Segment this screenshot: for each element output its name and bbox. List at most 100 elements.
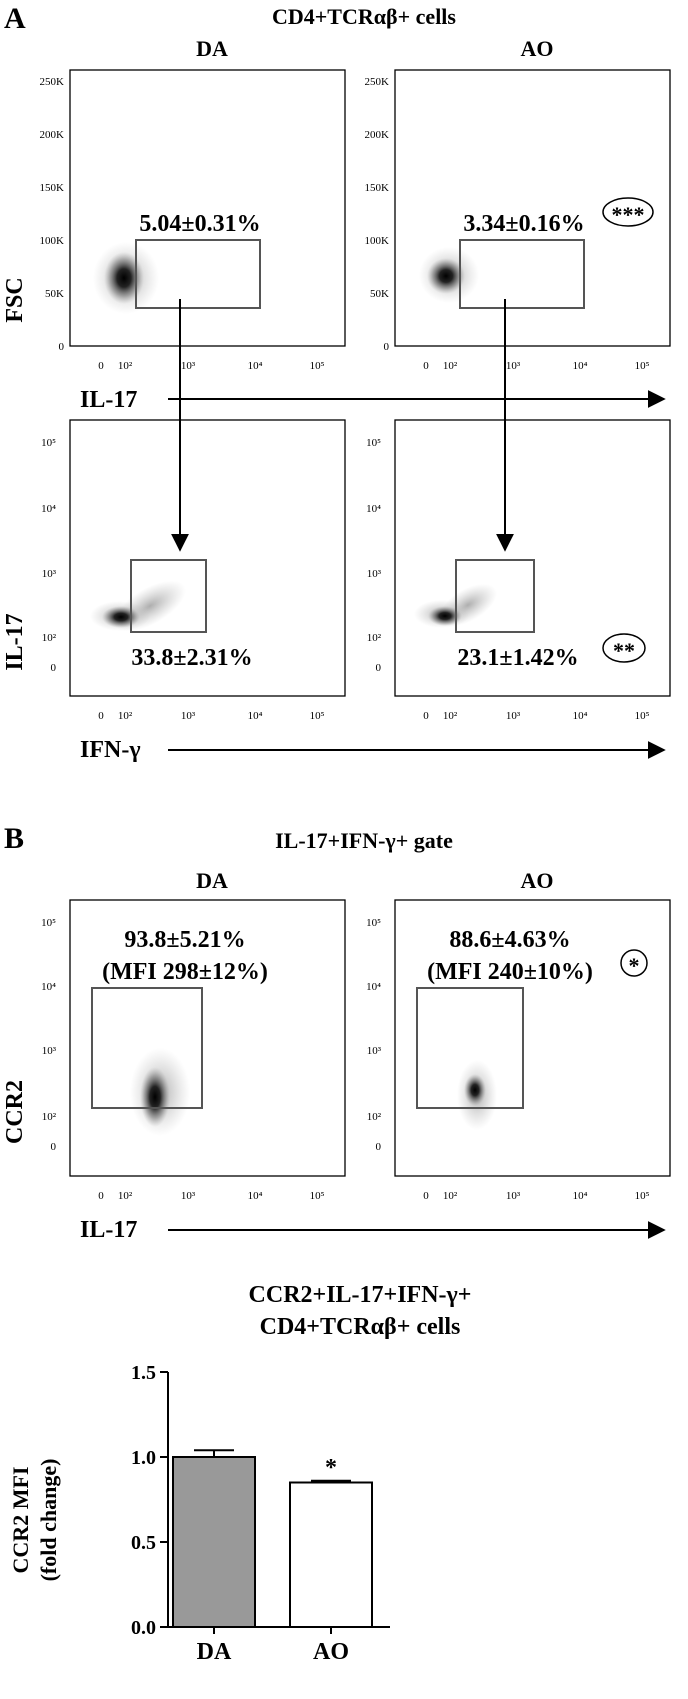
y-tick-label: 1.0 xyxy=(131,1447,156,1469)
x-tick-label: 10² xyxy=(118,1190,133,1202)
gate-value: 23.1±1.42% xyxy=(457,645,578,671)
panel-a-letter: A xyxy=(4,2,26,35)
significance-stars: * xyxy=(629,953,640,978)
significance-ellipse xyxy=(602,633,646,663)
x-tick-label: 10⁴ xyxy=(248,360,263,372)
plot-a1-da: 250K 200K 150K 100K 50K 0 0 10² 10³ 10⁴ … xyxy=(40,69,346,372)
x-tick-labels: 0 10² 10³ 10⁴ 10⁵ xyxy=(423,710,649,722)
x-tick-label: 0 xyxy=(423,710,429,722)
panel-b-col-label-ao: AO xyxy=(521,868,554,893)
gate xyxy=(91,987,203,1109)
y-tick-label: 10⁴ xyxy=(41,981,56,993)
y-tick-label: 150K xyxy=(40,182,65,194)
x-tick-label: 10⁴ xyxy=(248,1190,263,1202)
plot-a2-da: 10⁵ 10⁴ 10³ 10² 0 0 10² 10³ 10⁴ 10⁵ 33.8… xyxy=(41,419,346,722)
y-tick-label: 0.5 xyxy=(131,1532,156,1554)
plot-frame xyxy=(69,899,346,1177)
y-tick-label: 100K xyxy=(40,235,65,247)
x-tick-label: 10³ xyxy=(181,1190,196,1202)
y-tick-label: 50K xyxy=(370,288,389,300)
y-tick-label: 250K xyxy=(40,76,65,88)
y-tick-labels: 250K 200K 150K 100K 50K 0 xyxy=(40,76,65,353)
bar-chart-subtitle: CD4+TCRαβ+ cells xyxy=(260,1314,461,1340)
x-tick-label: 10⁵ xyxy=(635,710,650,722)
row2-xlabel: IFN-γ xyxy=(80,737,141,763)
category-label: DA xyxy=(197,1639,232,1665)
plot-frame xyxy=(394,69,671,347)
y-tick-label: 10⁵ xyxy=(366,437,381,449)
x-tick-label: 0 xyxy=(423,1190,429,1202)
x-tick-label: 10⁵ xyxy=(635,1190,650,1202)
y-tick-label: 200K xyxy=(365,129,390,141)
y-tick-label: 10⁴ xyxy=(41,503,56,515)
gate xyxy=(416,987,524,1109)
plot-b-da: 10⁵ 10⁴ 10³ 10² 0 0 10² 10³ 10⁴ 10⁵ 93.8… xyxy=(41,899,346,1202)
y-tick-labels: 10⁵ 10⁴ 10³ 10² 0 xyxy=(41,917,57,1153)
panel-b-ylabel: CCR2 xyxy=(2,1080,28,1144)
y-tick-label: 150K xyxy=(365,182,390,194)
significance-stars: ** xyxy=(613,638,635,663)
y-tick-label: 10³ xyxy=(367,568,382,580)
y-tick-labels: 10⁵ 10⁴ 10³ 10² 0 xyxy=(41,437,57,674)
y-tick-label: 1.5 xyxy=(131,1362,156,1384)
bar-chart-ylabel-sub: (fold change) xyxy=(36,1459,61,1582)
mfi-value: (MFI 298±12%) xyxy=(102,959,268,985)
panel-b-letter: B xyxy=(4,822,24,855)
y-tick-label: 10² xyxy=(42,632,57,644)
y-tick-label: 10² xyxy=(42,1111,57,1123)
cell-population-core xyxy=(102,606,140,628)
panel-b-title: IL-17+IFN-γ+ gate xyxy=(275,828,453,853)
y-tick-label: 0 xyxy=(376,1141,382,1153)
cell-population-core xyxy=(428,606,462,626)
x-tick-label: 10² xyxy=(443,710,458,722)
x-tick-label: 10⁵ xyxy=(310,360,325,372)
x-tick-labels: 0 10² 10³ 10⁴ 10⁵ xyxy=(98,360,324,372)
x-tick-label: 0 xyxy=(98,360,104,372)
y-tick-label: 10² xyxy=(367,1111,382,1123)
x-tick-label: 10² xyxy=(118,710,133,722)
category-label: AO xyxy=(313,1639,349,1665)
bar-chart-title: CCR2+IL-17+IFN-γ+ xyxy=(249,1282,472,1308)
significance-stars: *** xyxy=(612,202,645,227)
y-tick-label: 0 xyxy=(51,1141,57,1153)
row1-xlabel: IL-17 xyxy=(80,387,137,413)
y-tick-label: 10³ xyxy=(42,1045,57,1057)
x-tick-label: 10² xyxy=(443,1190,458,1202)
panel-a-title: CD4+TCRαβ+ cells xyxy=(272,4,456,29)
gate-value: 5.04±0.31% xyxy=(139,211,260,237)
gate-value: 33.8±2.31% xyxy=(131,645,252,671)
gate xyxy=(130,559,207,633)
x-tick-label: 10⁵ xyxy=(635,360,650,372)
bar-chart-ylabel: CCR2 MFI xyxy=(8,1467,33,1574)
gate-value: 88.6±4.63% xyxy=(449,927,570,953)
cell-population-core xyxy=(427,258,465,294)
x-tick-label: 10⁴ xyxy=(573,360,588,372)
mfi-value: (MFI 240±10%) xyxy=(427,959,593,985)
x-tick-labels: 0 10² 10³ 10⁴ 10⁵ xyxy=(98,1190,324,1202)
bar xyxy=(172,1456,256,1628)
plot-a2-ao: 10⁵ 10⁴ 10³ 10² 0 0 10² 10³ 10⁴ 10⁵ 23.1… xyxy=(366,419,671,722)
plot-b-ao: 10⁵ 10⁴ 10³ 10² 0 0 10² 10³ 10⁴ 10⁵ 88.6… xyxy=(366,899,671,1202)
y-tick-label: 0 xyxy=(51,662,57,674)
plot-frame xyxy=(69,69,346,347)
plot-a1-ao: 250K 200K 150K 100K 50K 0 0 10² 10³ 10⁴ … xyxy=(365,69,671,372)
y-tick-label: 10⁴ xyxy=(366,503,381,515)
x-tick-label: 10⁵ xyxy=(310,710,325,722)
x-tick-label: 10³ xyxy=(506,710,521,722)
gate xyxy=(135,239,261,309)
bar xyxy=(289,1481,373,1628)
panel-b-col-label-da: DA xyxy=(196,868,228,893)
cell-population-core xyxy=(104,252,144,304)
cell-population-core xyxy=(140,1067,170,1127)
y-tick-label: 10⁵ xyxy=(41,917,56,929)
panel-b-xlabel: IL-17 xyxy=(80,1217,137,1243)
y-tick-label: 10³ xyxy=(367,1045,382,1057)
x-tick-label: 10⁴ xyxy=(248,710,263,722)
cell-population-core xyxy=(464,1074,486,1106)
x-tick-label: 10³ xyxy=(506,360,521,372)
y-tick-label: 10⁴ xyxy=(366,981,381,993)
x-tick-label: 0 xyxy=(98,710,104,722)
significance-circle xyxy=(620,949,648,977)
x-tick-label: 10³ xyxy=(181,360,196,372)
